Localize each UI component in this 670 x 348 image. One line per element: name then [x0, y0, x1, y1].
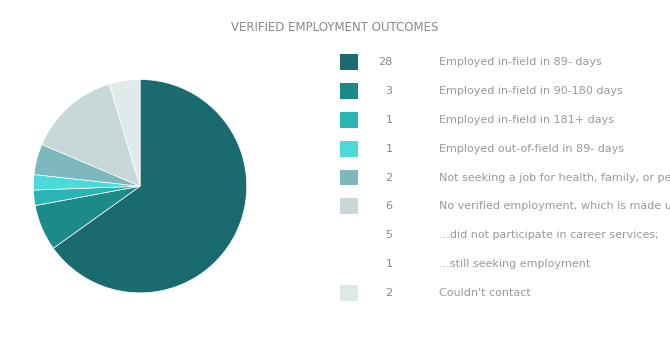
Wedge shape [35, 186, 140, 248]
Text: Couldn't contact: Couldn't contact [439, 288, 531, 298]
Text: Employed in-field in 181+ days: Employed in-field in 181+ days [439, 115, 614, 125]
Text: 6: 6 [385, 201, 393, 211]
FancyBboxPatch shape [340, 83, 358, 99]
Text: 1: 1 [385, 144, 393, 153]
Text: 1: 1 [385, 259, 393, 269]
Text: 1: 1 [385, 115, 393, 125]
Text: 3: 3 [385, 86, 393, 96]
FancyBboxPatch shape [340, 198, 358, 214]
FancyBboxPatch shape [340, 112, 358, 128]
Text: VERIFIED EMPLOYMENT OUTCOMES: VERIFIED EMPLOYMENT OUTCOMES [231, 21, 439, 34]
Wedge shape [42, 84, 140, 186]
Text: 5: 5 [385, 230, 393, 240]
Text: 28: 28 [379, 57, 393, 67]
Wedge shape [34, 174, 140, 190]
Wedge shape [54, 79, 247, 293]
FancyBboxPatch shape [340, 169, 358, 185]
Text: Employed in-field in 90-180 days: Employed in-field in 90-180 days [439, 86, 622, 96]
Text: 2: 2 [385, 288, 393, 298]
Text: No verified employment, which is made up of...: No verified employment, which is made up… [439, 201, 670, 211]
Text: Not seeking a job for health, family, or personal reasons: Not seeking a job for health, family, or… [439, 173, 670, 182]
Wedge shape [34, 144, 140, 186]
Text: ...did not participate in career services;: ...did not participate in career service… [439, 230, 659, 240]
FancyBboxPatch shape [340, 54, 358, 70]
Wedge shape [34, 186, 140, 206]
FancyBboxPatch shape [340, 141, 358, 157]
FancyBboxPatch shape [340, 285, 358, 301]
Text: Employed out-of-field in 89- days: Employed out-of-field in 89- days [439, 144, 624, 153]
Text: Employed in-field in 89- days: Employed in-field in 89- days [439, 57, 602, 67]
Text: ...still seeking employment: ...still seeking employment [439, 259, 590, 269]
Wedge shape [109, 79, 140, 186]
Text: 2: 2 [385, 173, 393, 182]
